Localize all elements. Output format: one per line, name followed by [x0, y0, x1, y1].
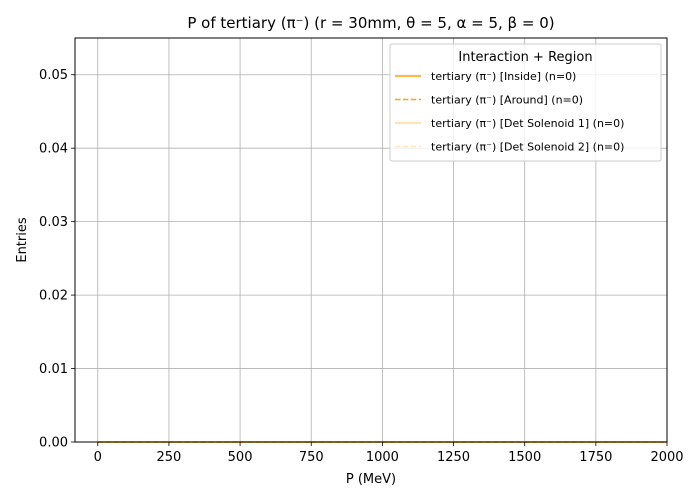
y-tick-label: 0.05 [39, 68, 68, 83]
legend-items: tertiary (π⁻) [Inside] (n=0) tertiary (π⁻… [395, 70, 624, 154]
y-axis: 0.00 0.01 0.02 0.03 0.04 0.05 [39, 68, 75, 451]
legend-label: tertiary (π⁻) [Det Solenoid 2] (n=0) [431, 141, 624, 154]
x-tick-label: 0 [94, 450, 102, 465]
plot-frame [74, 37, 668, 443]
legend-box [389, 43, 662, 162]
x-tick-label: 500 [228, 450, 253, 465]
x-tick-label: 1750 [579, 450, 612, 465]
legend-title: Interaction + Region [458, 50, 592, 65]
x-tick-label: 1000 [366, 450, 399, 465]
y-tick-label: 0.00 [39, 436, 68, 451]
legend: Interaction + Region tertiary (π⁻) [Insi… [389, 43, 662, 162]
legend-label: tertiary (π⁻) [Inside] (n=0) [431, 70, 576, 83]
legend-label: tertiary (π⁻) [Det Solenoid 1] (n=0) [431, 117, 624, 130]
legend-label: tertiary (π⁻) [Around] (n=0) [431, 94, 583, 107]
chart-title: P of tertiary (π⁻) (r = 30mm, θ = 5, α =… [187, 14, 554, 32]
x-tick-label: 1250 [437, 450, 470, 465]
y-axis-label: Entries [15, 217, 30, 263]
x-axis-label: P (MeV) [346, 472, 396, 487]
y-tick-label: 0.04 [39, 142, 68, 157]
x-tick-label: 750 [299, 450, 324, 465]
y-tick-label: 0.01 [39, 362, 68, 377]
x-tick-label: 1500 [508, 450, 541, 465]
x-tick-label: 2000 [650, 450, 683, 465]
y-tick-label: 0.02 [39, 289, 68, 304]
x-axis: 0 250 500 750 1000 1250 1500 1750 2000 [94, 442, 684, 465]
x-tick-label: 250 [157, 450, 182, 465]
y-tick-label: 0.03 [39, 215, 68, 230]
